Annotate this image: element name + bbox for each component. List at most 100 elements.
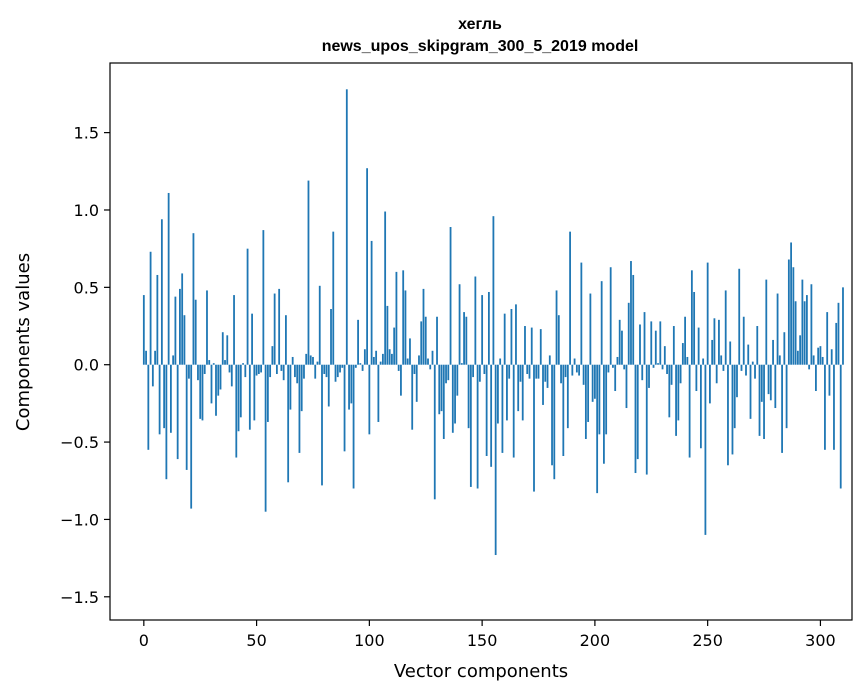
bar-24 — [197, 364, 199, 381]
bar-241 — [686, 356, 689, 365]
bar-150 — [481, 295, 484, 365]
bar-204 — [603, 364, 605, 464]
bar-201 — [596, 364, 599, 494]
bar-285 — [785, 364, 788, 429]
bar-253 — [713, 318, 716, 365]
bar-179 — [546, 364, 549, 388]
bar-123 — [420, 321, 423, 365]
bar-268 — [747, 344, 750, 365]
bar-237 — [677, 364, 680, 421]
bar-238 — [679, 364, 682, 384]
bar-277 — [767, 364, 770, 395]
x-axis-ticks: 0 50 100 150 200 250 300 — [139, 620, 836, 650]
bar-200 — [593, 364, 596, 399]
bar-135 — [447, 364, 450, 381]
bar-147 — [474, 276, 477, 365]
bar-98 — [363, 349, 366, 365]
bar-82 — [327, 364, 330, 407]
plot-frame — [109, 62, 853, 621]
bar-291 — [799, 335, 802, 365]
bar-228 — [657, 363, 659, 365]
bar-106 — [381, 353, 384, 365]
bar-263 — [736, 364, 738, 398]
bar-190 — [571, 364, 574, 376]
x-tick-label: 150 — [467, 631, 498, 650]
bar-121 — [415, 364, 418, 402]
bar-310 — [842, 287, 844, 365]
bar-212 — [621, 330, 623, 365]
bar-217 — [632, 274, 635, 365]
bar-116 — [404, 290, 407, 365]
bar-198 — [589, 293, 592, 365]
bar-213 — [623, 364, 626, 370]
bar-309 — [839, 364, 842, 489]
bar-84 — [332, 231, 335, 365]
bar-216 — [630, 261, 632, 365]
bar-111 — [393, 327, 396, 365]
bar-15 — [176, 364, 179, 460]
bar-287 — [790, 242, 792, 365]
bar-75 — [312, 356, 314, 365]
bar-187 — [564, 364, 567, 378]
bar-248 — [702, 358, 705, 365]
bar-21 — [190, 364, 193, 509]
bar-247 — [699, 364, 702, 449]
bar-306 — [833, 364, 835, 450]
bar-251 — [709, 364, 711, 404]
bar-160 — [503, 313, 506, 365]
bar-62 — [282, 364, 285, 381]
bar-53 — [262, 230, 265, 365]
bar-122 — [418, 355, 420, 365]
bar-131 — [438, 364, 441, 415]
bar-161 — [506, 364, 508, 421]
bar-275 — [763, 364, 765, 439]
bar-145 — [469, 364, 472, 487]
bar-67 — [294, 364, 296, 378]
bar-202 — [598, 364, 601, 435]
bar-195 — [582, 364, 585, 385]
bar-11 — [167, 192, 170, 365]
bar-83 — [330, 309, 332, 365]
bar-25 — [199, 364, 202, 419]
bar-233 — [668, 364, 671, 418]
bar-112 — [395, 271, 398, 365]
bar-6 — [156, 274, 159, 365]
bar-249 — [704, 364, 707, 535]
bar-186 — [562, 364, 565, 456]
bar-12 — [169, 364, 172, 433]
bar-269 — [749, 364, 752, 419]
bar-197 — [587, 364, 590, 422]
bar-128 — [431, 350, 434, 365]
bar-218 — [634, 364, 637, 474]
bar-97 — [361, 364, 364, 371]
bar-271 — [754, 364, 756, 379]
bar-10 — [165, 364, 168, 480]
bar-288 — [792, 267, 795, 365]
bar-90 — [345, 89, 348, 365]
bar-26 — [201, 364, 204, 421]
bar-220 — [639, 324, 641, 365]
bar-292 — [801, 279, 804, 365]
bar-57 — [271, 346, 274, 365]
bar-305 — [830, 349, 833, 365]
bar-35 — [221, 332, 224, 365]
bar-226 — [652, 364, 655, 368]
bar-64 — [287, 364, 290, 483]
bar-168 — [521, 364, 524, 421]
bar-1 — [145, 350, 147, 365]
bar-141 — [460, 363, 463, 365]
bar-267 — [745, 364, 747, 376]
bar-276 — [765, 279, 768, 365]
bar-284 — [783, 332, 786, 365]
y-tick-label: 1.0 — [74, 201, 99, 220]
bar-100 — [368, 364, 371, 435]
bar-254 — [715, 364, 718, 384]
bar-149 — [478, 364, 481, 382]
bar-199 — [591, 364, 594, 402]
bar-17 — [181, 273, 184, 365]
bar-164 — [512, 364, 515, 458]
bar-206 — [607, 364, 610, 373]
bar-293 — [803, 301, 806, 365]
